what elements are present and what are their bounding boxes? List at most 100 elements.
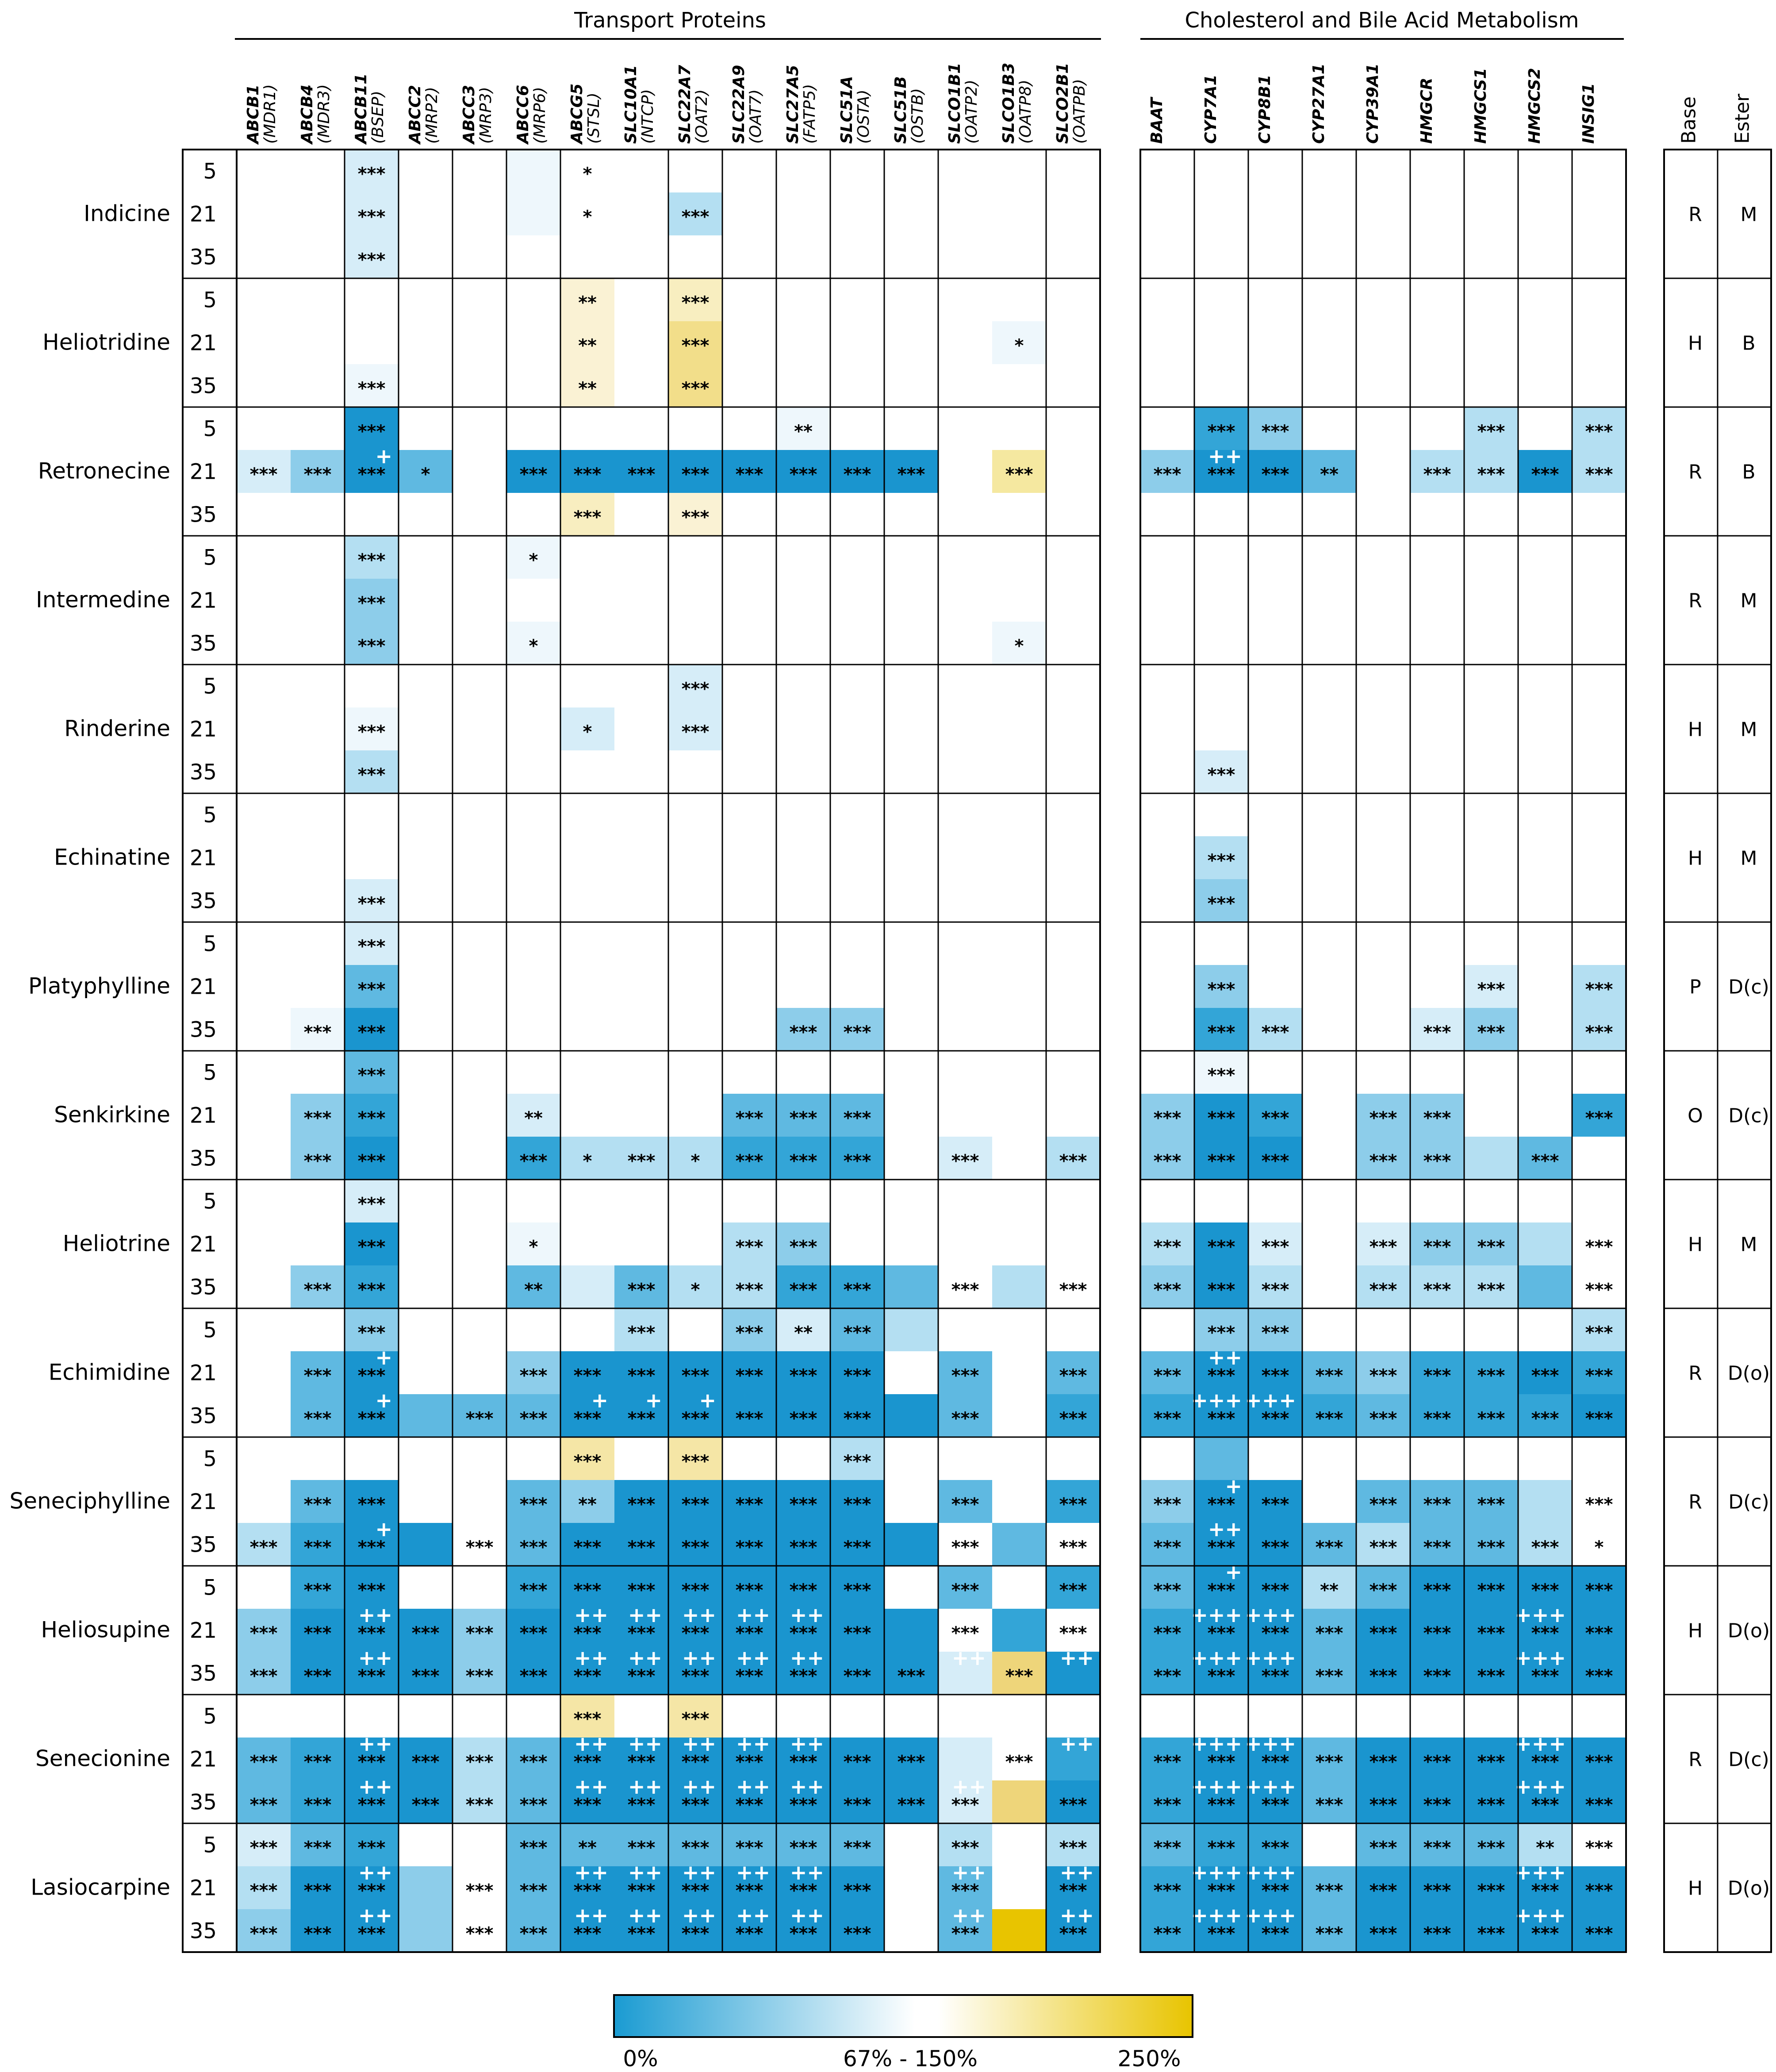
increase-marker: +++	[1245, 1388, 1296, 1412]
dose-label: 35	[190, 1404, 217, 1429]
dose-label: 35	[190, 1275, 217, 1300]
significance-label: ***	[628, 1924, 656, 1944]
heat-cell	[560, 1523, 614, 1566]
significance-label: ***	[1531, 1881, 1559, 1901]
significance-label: ***	[1208, 1237, 1235, 1257]
significance-label: ***	[951, 1280, 979, 1300]
significance-label: ***	[844, 1838, 871, 1858]
significance-label: ***	[1423, 1409, 1451, 1429]
dose-label: 5	[203, 1189, 217, 1214]
heat-cell	[345, 622, 399, 665]
heat-cell	[345, 450, 399, 493]
heat-cell	[345, 1137, 399, 1180]
increase-marker: ++	[952, 1861, 986, 1884]
heat-cell	[1464, 1823, 1518, 1866]
heat-cell	[1518, 1780, 1572, 1823]
increase-marker: ++	[736, 1775, 770, 1799]
increase-marker: +++	[1191, 1388, 1242, 1412]
heat-cell	[291, 1008, 345, 1051]
significance-label: ***	[1585, 1838, 1613, 1858]
base-value: H	[1688, 847, 1703, 870]
heat-cell	[1140, 1480, 1194, 1523]
heat-cell	[345, 1394, 399, 1437]
heat-cell	[776, 1866, 830, 1909]
heat-cell	[345, 1566, 399, 1609]
heat-cell	[1572, 450, 1626, 493]
heat-cell	[668, 1394, 722, 1437]
dose-label: 5	[203, 1318, 217, 1343]
base-value: H	[1688, 1877, 1703, 1900]
increase-marker: ++	[574, 1603, 608, 1627]
heat-cell	[1248, 1351, 1302, 1394]
heat-cell	[1410, 450, 1464, 493]
significance-label: ***	[628, 1666, 656, 1687]
heat-cell	[1194, 1652, 1248, 1695]
heat-cell	[830, 1480, 884, 1523]
heat-cell	[1410, 1265, 1464, 1308]
gene-alias-slco1b3: (OATP8)	[1017, 80, 1035, 144]
heat-cell	[1356, 1652, 1410, 1695]
gene-header-slc27a5: SLC27A5	[784, 65, 802, 144]
heat-cell	[1356, 1137, 1410, 1180]
significance-label: **	[578, 336, 597, 356]
heat-cell	[1194, 1094, 1248, 1137]
significance-label: ***	[574, 1623, 602, 1644]
significance-label: ***	[358, 1323, 386, 1343]
significance-label: ***	[1585, 1924, 1613, 1944]
heat-cell	[560, 1823, 614, 1866]
heat-cell	[453, 1738, 506, 1780]
significance-label: ***	[736, 1495, 763, 1515]
gene-header-abcb4: ABCB4	[298, 85, 316, 145]
significance-label: ***	[1585, 1323, 1613, 1343]
heat-cell	[345, 235, 399, 278]
significance-label: ***	[1531, 1924, 1559, 1944]
heat-cell	[237, 1523, 291, 1566]
gene-alias-abcc6: (MRP6)	[531, 87, 549, 144]
significance-label: ***	[1262, 1795, 1289, 1815]
heat-cell	[938, 1480, 992, 1523]
heat-cell	[722, 1823, 776, 1866]
heat-cell	[776, 1094, 830, 1137]
significance-label: ***	[736, 1795, 763, 1815]
heat-cell	[830, 1652, 884, 1695]
significance-label: ***	[358, 1151, 386, 1172]
heat-cell	[1140, 1652, 1194, 1695]
base-value: H	[1688, 1620, 1703, 1642]
significance-label: ***	[736, 1323, 763, 1343]
compound-label: Rinderine	[64, 716, 170, 742]
significance-label: ***	[1316, 1366, 1343, 1386]
significance-label: ***	[736, 1924, 763, 1944]
heat-cell	[291, 1523, 345, 1566]
significance-label: ***	[951, 1881, 979, 1901]
increase-marker: +	[1225, 1560, 1242, 1584]
significance-label: ***	[844, 1151, 871, 1172]
heat-cell	[1140, 1394, 1194, 1437]
significance-label: ***	[1208, 1151, 1235, 1172]
heat-cell	[992, 1652, 1046, 1695]
increase-marker: +	[375, 1388, 392, 1412]
base-value: R	[1688, 1749, 1702, 1771]
heat-cell	[722, 1609, 776, 1652]
heat-cell	[938, 1780, 992, 1823]
significance-label: ***	[520, 1795, 548, 1815]
significance-label: ***	[1369, 1838, 1397, 1858]
heat-cell	[506, 1265, 560, 1308]
significance-label: ***	[1208, 465, 1235, 485]
heat-cell	[560, 278, 614, 321]
significance-label: ***	[358, 164, 386, 185]
dose-label: 21	[190, 975, 217, 999]
significance-label: **	[794, 422, 813, 442]
significance-label: ***	[1262, 1623, 1289, 1644]
significance-label: ***	[1369, 1151, 1397, 1172]
significance-label: ***	[898, 465, 925, 485]
heat-cell	[884, 1308, 938, 1351]
heat-cell	[1518, 1351, 1572, 1394]
heat-cell	[560, 1909, 614, 1952]
heat-cell	[830, 1437, 884, 1480]
heat-cell	[1194, 1523, 1248, 1566]
heat-cell	[884, 1738, 938, 1780]
heat-cell	[776, 1566, 830, 1609]
significance-label: ***	[1262, 1666, 1289, 1687]
significance-label: ***	[1316, 1409, 1343, 1429]
heat-cell	[776, 1480, 830, 1523]
